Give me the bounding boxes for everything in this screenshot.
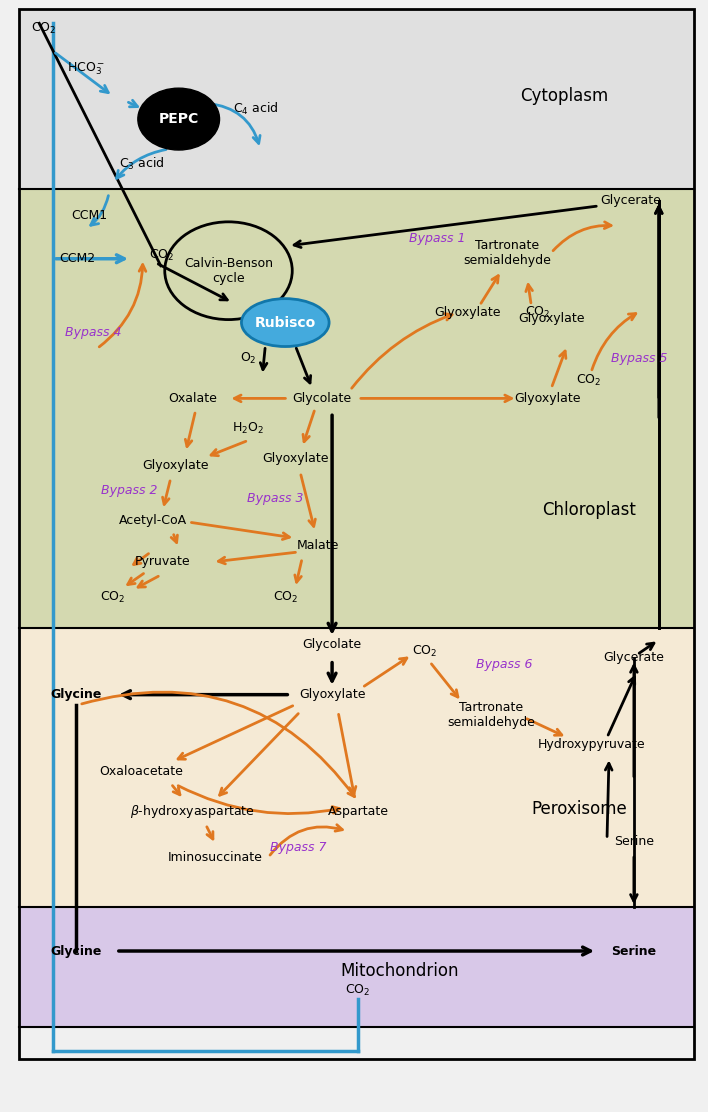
Text: Bypass 5: Bypass 5 bbox=[611, 353, 668, 365]
Text: $\beta$-hydroxyaspartate: $\beta$-hydroxyaspartate bbox=[130, 803, 255, 820]
Text: Serine: Serine bbox=[611, 944, 656, 957]
Text: Hydroxypyruvate: Hydroxypyruvate bbox=[537, 738, 645, 751]
Text: Iminosuccinate: Iminosuccinate bbox=[168, 851, 263, 864]
Text: HCO$_3^-$: HCO$_3^-$ bbox=[67, 61, 105, 78]
Text: Bypass 6: Bypass 6 bbox=[476, 658, 532, 672]
Text: Glycerate: Glycerate bbox=[600, 195, 661, 208]
Text: H$_2$O$_2$: H$_2$O$_2$ bbox=[232, 420, 264, 436]
Text: Glycine: Glycine bbox=[50, 944, 102, 957]
Text: Bypass 4: Bypass 4 bbox=[64, 326, 121, 339]
Text: CCM1: CCM1 bbox=[71, 209, 107, 222]
Text: Chloroplast: Chloroplast bbox=[542, 502, 636, 519]
Text: CO$_2$: CO$_2$ bbox=[149, 248, 174, 264]
Text: CO$_2$: CO$_2$ bbox=[101, 590, 125, 605]
Text: CO$_2$: CO$_2$ bbox=[273, 590, 298, 605]
Text: Glyoxylate: Glyoxylate bbox=[142, 459, 209, 471]
Text: Cytoplasm: Cytoplasm bbox=[520, 87, 608, 106]
Text: Bypass 3: Bypass 3 bbox=[247, 492, 304, 505]
Text: Acetyl-CoA: Acetyl-CoA bbox=[119, 514, 187, 527]
Ellipse shape bbox=[241, 299, 329, 347]
Text: cycle: cycle bbox=[212, 272, 245, 285]
Text: O$_2$: O$_2$ bbox=[240, 351, 257, 366]
Text: Oxalate: Oxalate bbox=[169, 391, 217, 405]
Text: Glycolate: Glycolate bbox=[302, 638, 362, 652]
Text: Glyoxylate: Glyoxylate bbox=[299, 688, 365, 702]
Ellipse shape bbox=[138, 88, 219, 150]
Text: Peroxisome: Peroxisome bbox=[531, 801, 627, 818]
Text: Malate: Malate bbox=[297, 538, 339, 552]
Text: Oxaloacetate: Oxaloacetate bbox=[99, 765, 183, 778]
Text: CO$_2$: CO$_2$ bbox=[31, 21, 57, 37]
Polygon shape bbox=[19, 907, 694, 1026]
Text: Tartronate
semialdehyde: Tartronate semialdehyde bbox=[447, 701, 535, 728]
Text: C$_4$ acid: C$_4$ acid bbox=[232, 101, 278, 117]
Text: CO$_2$: CO$_2$ bbox=[412, 644, 438, 659]
Text: Glycerate: Glycerate bbox=[603, 652, 664, 664]
Text: Bypass 7: Bypass 7 bbox=[270, 841, 326, 854]
Text: Glyoxylate: Glyoxylate bbox=[518, 312, 585, 325]
Text: PEPC: PEPC bbox=[159, 112, 199, 126]
Text: Glycolate: Glycolate bbox=[292, 391, 352, 405]
Text: Pyruvate: Pyruvate bbox=[135, 556, 190, 568]
Text: CO$_2$: CO$_2$ bbox=[525, 305, 550, 320]
Text: C$_3$ acid: C$_3$ acid bbox=[119, 156, 164, 172]
Text: Glyoxylate: Glyoxylate bbox=[434, 306, 501, 319]
Text: CO$_2$: CO$_2$ bbox=[576, 373, 602, 388]
Text: Rubisco: Rubisco bbox=[255, 316, 316, 329]
Polygon shape bbox=[19, 9, 694, 1059]
Text: Glyoxylate: Glyoxylate bbox=[262, 451, 329, 465]
Text: Glyoxylate: Glyoxylate bbox=[514, 391, 581, 405]
Text: Aspartate: Aspartate bbox=[328, 805, 389, 817]
Polygon shape bbox=[19, 189, 694, 628]
Text: CCM2: CCM2 bbox=[59, 252, 96, 266]
Text: Bypass 1: Bypass 1 bbox=[409, 232, 466, 246]
Text: Tartronate
semialdehyde: Tartronate semialdehyde bbox=[464, 239, 552, 267]
Text: Calvin-Benson: Calvin-Benson bbox=[184, 257, 273, 270]
Text: Bypass 2: Bypass 2 bbox=[101, 484, 157, 497]
Text: Glycine: Glycine bbox=[50, 688, 102, 702]
Text: Mitochondrion: Mitochondrion bbox=[341, 962, 459, 980]
Text: CO$_2$: CO$_2$ bbox=[346, 983, 370, 999]
Polygon shape bbox=[19, 9, 694, 189]
Polygon shape bbox=[19, 628, 694, 907]
Text: Serine: Serine bbox=[614, 835, 654, 847]
